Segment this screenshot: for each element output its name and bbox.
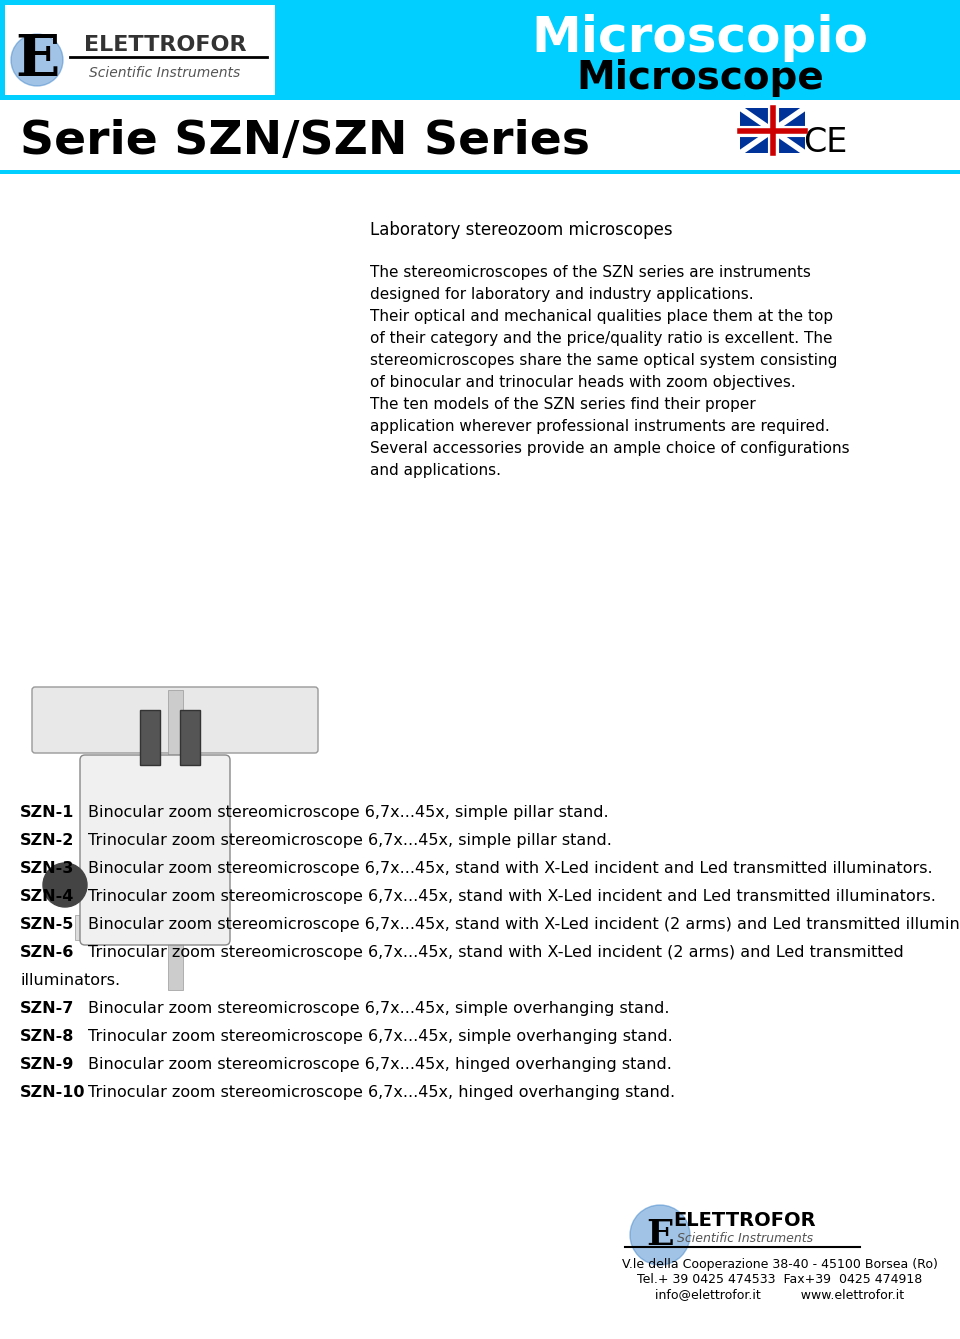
Text: Trinocular zoom stereomicroscope 6,7x...45x, simple pillar stand.: Trinocular zoom stereomicroscope 6,7x...… — [88, 833, 612, 848]
FancyBboxPatch shape — [32, 687, 318, 753]
FancyBboxPatch shape — [80, 755, 230, 945]
Text: Binocular zoom stereomicroscope 6,7x...45x, simple overhanging stand.: Binocular zoom stereomicroscope 6,7x...4… — [88, 1002, 669, 1016]
Text: Binocular zoom stereomicroscope 6,7x...45x, stand with X-Led incident (2 arms) a: Binocular zoom stereomicroscope 6,7x...4… — [88, 917, 960, 932]
Text: of binocular and trinocular heads with zoom objectives.: of binocular and trinocular heads with z… — [370, 375, 796, 390]
Bar — [0, 100, 960, 170]
Text: V.le della Cooperazione 38-40 - 45100 Borsea (Ro): V.le della Cooperazione 38-40 - 45100 Bo… — [622, 1259, 938, 1271]
Text: stereomicroscopes share the same optical system consisting: stereomicroscopes share the same optical… — [370, 353, 837, 368]
Text: Binocular zoom stereomicroscope 6,7x...45x, simple pillar stand.: Binocular zoom stereomicroscope 6,7x...4… — [88, 805, 609, 819]
Text: illuminators.: illuminators. — [20, 973, 120, 988]
Text: Scientific Instruments: Scientific Instruments — [89, 66, 241, 80]
Text: Scientific Instruments: Scientific Instruments — [677, 1232, 813, 1244]
Text: and applications.: and applications. — [370, 463, 501, 478]
Bar — [75, 915, 195, 940]
Bar — [140, 710, 160, 765]
Bar — [0, 0, 960, 100]
Text: Binocular zoom stereomicroscope 6,7x...45x, stand with X-Led incident and Led tr: Binocular zoom stereomicroscope 6,7x...4… — [88, 861, 932, 876]
Bar — [0, 170, 960, 174]
Text: E: E — [14, 32, 60, 88]
Text: SZN-9: SZN-9 — [20, 1056, 74, 1073]
Text: SZN-7: SZN-7 — [20, 1002, 74, 1016]
Bar — [5, 5, 275, 95]
Text: info@elettrofor.it          www.elettrofor.it: info@elettrofor.it www.elettrofor.it — [656, 1288, 904, 1302]
Text: application wherever professional instruments are required.: application wherever professional instru… — [370, 419, 829, 434]
Circle shape — [630, 1205, 690, 1265]
Text: SZN-4: SZN-4 — [20, 889, 74, 904]
Text: Binocular zoom stereomicroscope 6,7x...45x, hinged overhanging stand.: Binocular zoom stereomicroscope 6,7x...4… — [88, 1056, 672, 1073]
Text: E: E — [646, 1218, 674, 1252]
Text: CE: CE — [803, 126, 847, 158]
Text: Trinocular zoom stereomicroscope 6,7x...45x, stand with X-Led incident (2 arms) : Trinocular zoom stereomicroscope 6,7x...… — [88, 945, 903, 960]
Text: SZN-5: SZN-5 — [20, 917, 74, 932]
Text: designed for laboratory and industry applications.: designed for laboratory and industry app… — [370, 287, 754, 303]
Bar — [167, 690, 182, 990]
Bar — [740, 108, 805, 153]
Text: SZN-6: SZN-6 — [20, 945, 74, 960]
Bar — [180, 710, 200, 765]
Text: The stereomicroscopes of the SZN series are instruments: The stereomicroscopes of the SZN series … — [370, 265, 811, 280]
Text: ELETTROFOR: ELETTROFOR — [84, 35, 247, 55]
Text: SZN-2: SZN-2 — [20, 833, 74, 848]
Text: Several accessories provide an ample choice of configurations: Several accessories provide an ample cho… — [370, 441, 850, 457]
Text: Serie SZN/SZN Series: Serie SZN/SZN Series — [20, 119, 590, 165]
Text: SZN-3: SZN-3 — [20, 861, 74, 876]
Text: Microscope: Microscope — [576, 59, 824, 96]
Text: SZN-1: SZN-1 — [20, 805, 74, 819]
Text: Trinocular zoom stereomicroscope 6,7x...45x, hinged overhanging stand.: Trinocular zoom stereomicroscope 6,7x...… — [88, 1085, 675, 1101]
Text: Tel.+ 39 0425 474533  Fax+39  0425 474918: Tel.+ 39 0425 474533 Fax+39 0425 474918 — [637, 1273, 923, 1285]
Text: SZN-8: SZN-8 — [20, 1028, 74, 1044]
Text: Laboratory stereozoom microscopes: Laboratory stereozoom microscopes — [370, 221, 673, 238]
Circle shape — [43, 864, 87, 907]
Text: ELETTROFOR: ELETTROFOR — [674, 1210, 816, 1229]
Bar — [620, 1180, 920, 1289]
Text: of their category and the price/quality ratio is excellent. The: of their category and the price/quality … — [370, 331, 832, 345]
Circle shape — [11, 33, 63, 86]
Text: The ten models of the SZN series find their proper: The ten models of the SZN series find th… — [370, 396, 756, 412]
Text: Their optical and mechanical qualities place them at the top: Their optical and mechanical qualities p… — [370, 309, 833, 324]
Text: SZN-10: SZN-10 — [20, 1085, 85, 1101]
Text: Trinocular zoom stereomicroscope 6,7x...45x, stand with X-Led incident and Led t: Trinocular zoom stereomicroscope 6,7x...… — [88, 889, 936, 904]
Text: Microscopio: Microscopio — [532, 13, 869, 62]
Text: Trinocular zoom stereomicroscope 6,7x...45x, simple overhanging stand.: Trinocular zoom stereomicroscope 6,7x...… — [88, 1028, 673, 1044]
